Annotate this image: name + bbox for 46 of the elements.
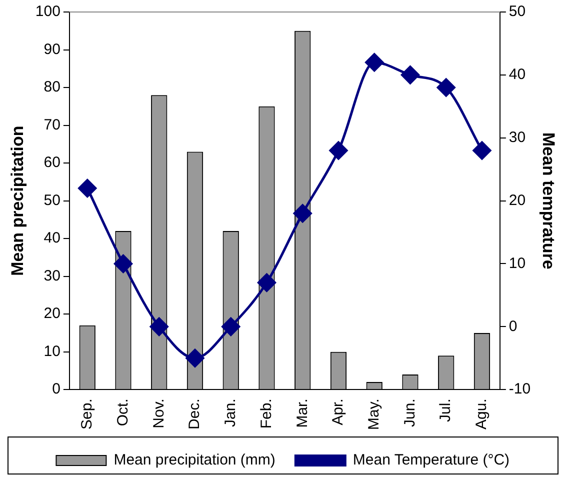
point [329, 141, 348, 160]
x-tick-label: Apr. [330, 398, 347, 426]
y-tick-label: 20 [44, 305, 60, 322]
y-tick-label: 80 [44, 78, 60, 96]
y2-tick-label: 10 [508, 254, 526, 272]
y-tick-label: 0 [52, 380, 60, 398]
y2-tick-label: 50 [508, 3, 526, 20]
x-tick-label: Agu. [473, 398, 490, 430]
y2-tick-label: 20 [508, 192, 526, 209]
y-tick-label: 10 [44, 342, 60, 360]
y2-tick-label: -10 [508, 380, 531, 398]
legend-label: Mean Temperature (°C) [352, 452, 510, 469]
point [114, 254, 132, 273]
y-tick-label: 100 [35, 3, 60, 20]
y-tick-label: 90 [44, 40, 60, 58]
point [400, 66, 420, 84]
x-tick-label: Jan. [222, 398, 240, 427]
point [365, 53, 384, 72]
x-tick-label: Mar. [294, 398, 311, 428]
x-tick-label: Dec. [186, 398, 204, 430]
x-tick-label: Jul. [437, 398, 454, 422]
y-tick-label: 30 [44, 267, 60, 284]
y-axis-title: Mean precipitation [8, 126, 27, 276]
point [78, 178, 97, 198]
y-tick-label: 50 [44, 192, 60, 209]
point [150, 317, 168, 336]
point [436, 78, 456, 97]
x-tick-label: Jun. [401, 398, 418, 427]
x-tick-label: Sep. [78, 398, 96, 430]
x-tick-label: Nov. [150, 398, 168, 428]
y2-axis-title: Mean temprature [539, 132, 558, 270]
x-tick-label: Oct. [114, 398, 132, 426]
x-tick-label: Feb. [258, 398, 275, 429]
y-tick-label: 70 [44, 116, 60, 134]
point [186, 348, 204, 368]
y-tick-label: 60 [44, 154, 60, 172]
y2-tick-label: 40 [508, 66, 526, 84]
point [222, 317, 240, 336]
point [257, 273, 276, 292]
y2-tick-label: 0 [508, 318, 518, 335]
point [472, 141, 492, 160]
x-tick-label: May. [366, 398, 382, 430]
y-tick-label: 40 [44, 230, 60, 247]
point [293, 204, 312, 223]
y2-tick-label: 30 [508, 129, 526, 146]
legend-label: Mean precipitation (mm) [114, 452, 276, 469]
